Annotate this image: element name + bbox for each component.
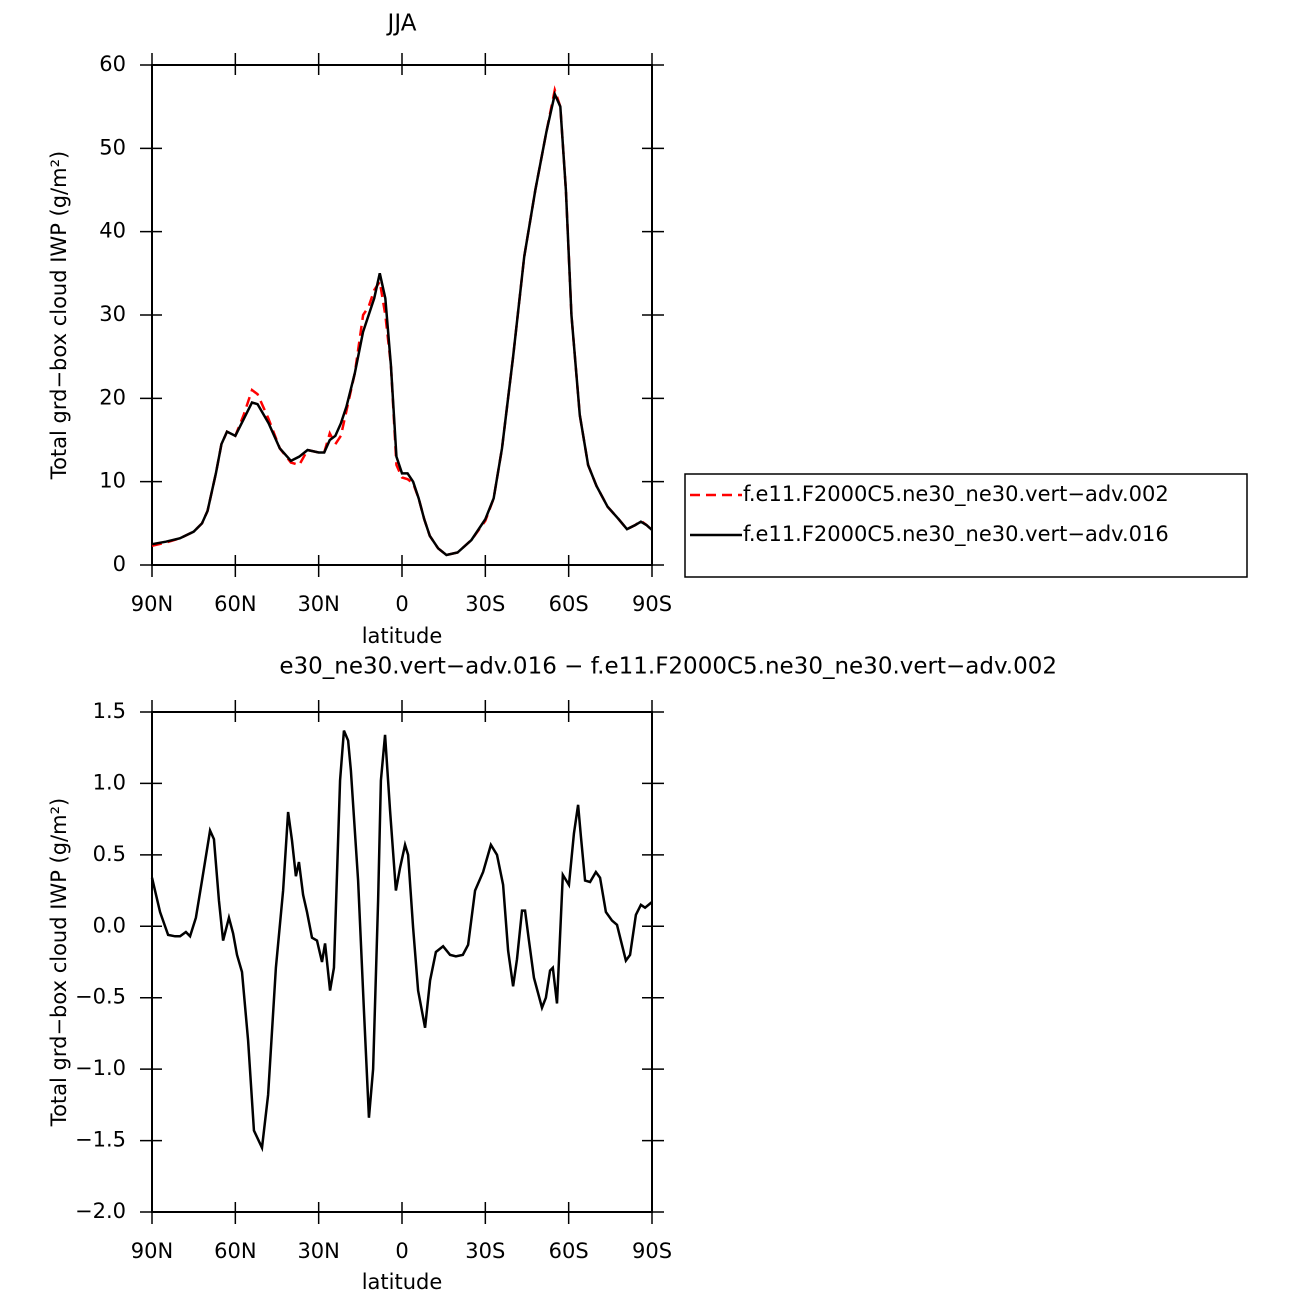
y-tick-label: −2.0 — [75, 1199, 126, 1223]
y-axis-label: Total grd−box cloud IWP (g/m²) — [47, 151, 71, 480]
x-tick-label: 90N — [131, 1239, 173, 1263]
data-line — [150, 730, 653, 1153]
y-tick-label: 30 — [99, 302, 126, 326]
legend-label: f.e11.F2000C5.ne30_ne30.vert−adv.016 — [743, 522, 1169, 547]
chart-title: JJA — [386, 11, 417, 37]
x-tick-label: 30N — [297, 1239, 339, 1263]
legend-box — [684, 473, 1248, 578]
y-tick-label: 1.5 — [93, 699, 126, 723]
y-tick-label: 0.5 — [93, 842, 126, 866]
plot-frame — [151, 64, 653, 566]
y-tick-label: −1.5 — [75, 1128, 126, 1152]
y-tick-label: −0.5 — [75, 985, 126, 1009]
x-axis-label: latitude — [362, 1270, 443, 1294]
x-tick-label: 30N — [297, 592, 339, 616]
y-tick-label: −1.0 — [75, 1056, 126, 1080]
x-tick-label: 60N — [214, 592, 256, 616]
x-tick-label: 0 — [395, 1239, 408, 1263]
x-tick-label: 30S — [465, 592, 505, 616]
y-tick-label: 20 — [99, 385, 126, 409]
chart-title: e30_ne30.vert−adv.016 − f.e11.F2000C5.ne… — [279, 654, 1057, 680]
x-tick-label: 30S — [465, 1239, 505, 1263]
x-tick-label: 90N — [131, 592, 173, 616]
y-tick-label: 50 — [99, 135, 126, 159]
x-tick-label: 60S — [549, 1239, 589, 1263]
y-axis-label: Total grd−box cloud IWP (g/m²) — [47, 798, 71, 1127]
plot-frame — [151, 711, 653, 1213]
data-line — [151, 90, 653, 557]
y-tick-label: 10 — [99, 469, 126, 493]
y-tick-label: 0.0 — [93, 913, 126, 937]
x-tick-label: 60N — [214, 1239, 256, 1263]
x-tick-label: 90S — [632, 1239, 672, 1263]
y-tick-label: 1.0 — [93, 770, 126, 794]
data-line — [151, 85, 653, 557]
x-tick-label: 0 — [395, 592, 408, 616]
y-tick-label: 40 — [99, 219, 126, 243]
x-tick-label: 90S — [632, 592, 672, 616]
y-tick-label: 60 — [99, 52, 126, 76]
legend-label: f.e11.F2000C5.ne30_ne30.vert−adv.002 — [743, 482, 1169, 507]
x-axis-label: latitude — [362, 624, 443, 648]
y-tick-label: 0 — [113, 552, 126, 576]
x-tick-label: 60S — [549, 592, 589, 616]
